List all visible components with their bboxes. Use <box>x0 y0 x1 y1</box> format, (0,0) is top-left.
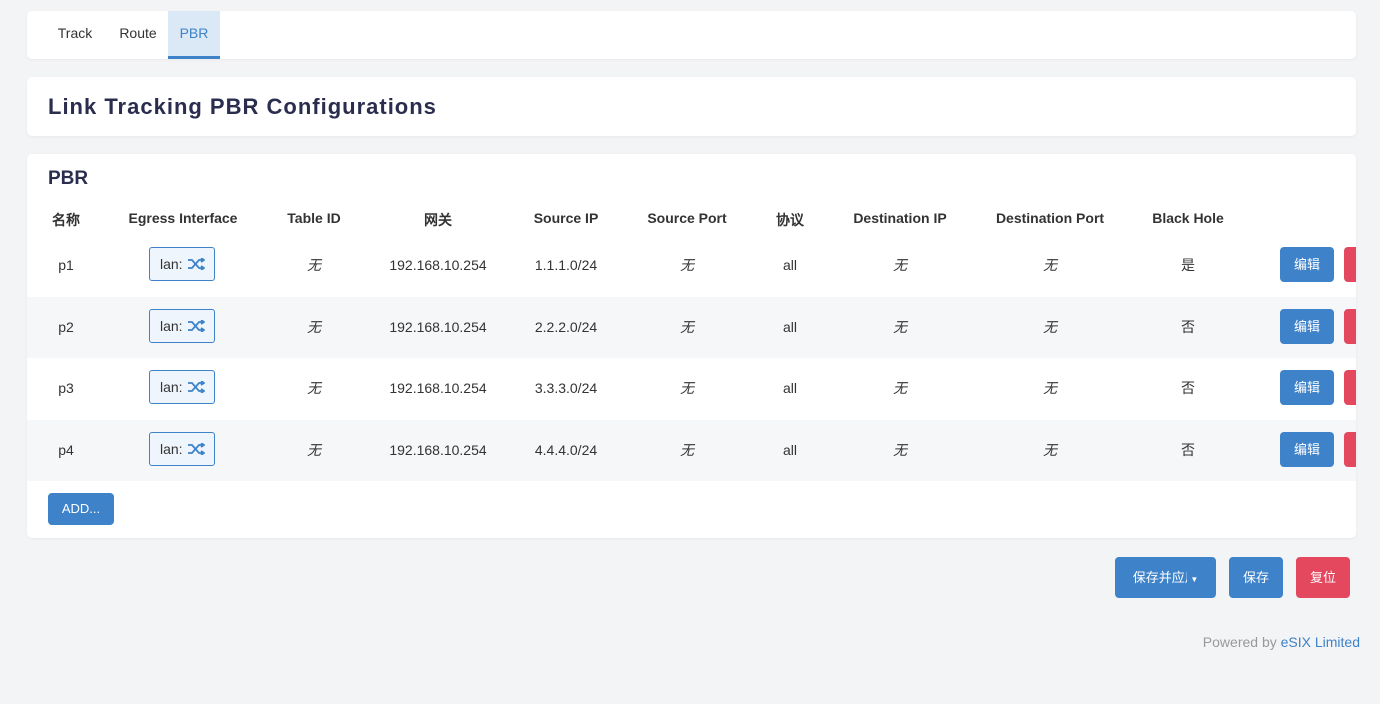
table-cell: 无 <box>893 380 907 396</box>
table-cell: 无 <box>307 257 321 273</box>
table-cell: 无 <box>1043 318 1057 335</box>
pbr-card: PBR ADD... 名称 Egress Interface Table ID 网关 S… <box>27 154 1356 538</box>
table-cell: 无 <box>893 257 907 273</box>
interface-label: lan: <box>160 379 183 395</box>
table-cell: p4 <box>58 441 74 458</box>
footer: Powered by eSIX Limited <box>1203 634 1360 650</box>
shuffle-icon <box>187 318 206 333</box>
shuffle-icon <box>187 257 206 271</box>
tab[interactable]: PBR <box>168 11 220 59</box>
table-cell: 无 <box>307 318 321 335</box>
edit-button[interactable]: 编辑 <box>1280 431 1334 467</box>
table-cell: 否 <box>1181 318 1195 335</box>
table-cell: 无 <box>680 318 694 335</box>
table-cell: 192.168.10.254 <box>389 380 487 396</box>
column-header: Destination Port <box>995 210 1105 226</box>
table-cell: 无 <box>680 441 694 458</box>
table-cell: 无 <box>680 380 694 396</box>
table-cell: 无 <box>1043 441 1057 458</box>
interface-badge: lan: <box>149 247 215 281</box>
table-cell: all <box>782 257 798 273</box>
table-cell: 是 <box>1181 257 1195 273</box>
column-header: Destination IP <box>853 210 947 226</box>
table-cell: p3 <box>58 380 74 396</box>
interface-badge: lan: <box>149 370 215 404</box>
table-cell: 否 <box>1181 441 1195 458</box>
table-cell: 192.168.10.254 <box>389 318 487 335</box>
column-header: Table ID <box>287 210 341 226</box>
table-row: p2 lan: 无 192.168.10.254 2.2.2.0/24 无 all 无 无 否 编辑 <box>27 296 1356 358</box>
column-header: 网关 <box>424 212 452 228</box>
table-cell: p1 <box>58 257 74 273</box>
table-cell: 否 <box>1181 380 1195 396</box>
dropdown-caret: ▼ <box>1190 575 1199 584</box>
table-cell: 192.168.10.254 <box>389 257 487 273</box>
table-cell: 无 <box>307 441 321 458</box>
table-cell: all <box>782 380 798 396</box>
table-cell: p2 <box>58 318 74 335</box>
edit-button[interactable]: 编辑 <box>1280 247 1334 282</box>
interface-badge: lan: <box>149 308 215 343</box>
table-cell: all <box>782 441 798 458</box>
delete-button[interactable] <box>1344 431 1356 467</box>
footer-prefix: Powered by <box>1202 634 1277 650</box>
delete-button[interactable] <box>1344 308 1356 344</box>
column-header: 协议 <box>776 212 804 228</box>
column-header: Source Port <box>647 210 727 226</box>
interface-label: lan: <box>160 440 183 457</box>
title-card: Link Tracking PBR Configurations <box>27 77 1356 136</box>
table-cell: 4.4.4.0/24 <box>534 441 598 458</box>
interface-label: lan: <box>160 317 183 334</box>
edit-button[interactable]: 编辑 <box>1280 308 1334 344</box>
column-header: Black Hole <box>1152 210 1224 226</box>
table-row: p3 lan: 无 192.168.10.254 3.3.3.0/24 无 all 无 无 否 编辑 <box>27 358 1356 420</box>
save-apply-button[interactable]: 保存并应用 ▼ <box>1115 557 1216 598</box>
table-cell: 无 <box>680 257 694 273</box>
table-cell: 无 <box>307 380 321 396</box>
save-button[interactable]: 保存 <box>1229 557 1283 598</box>
tab[interactable]: Track <box>57 25 93 41</box>
table-cell: 3.3.3.0/24 <box>534 380 598 396</box>
delete-button[interactable] <box>1344 247 1356 282</box>
column-header: 名称 <box>52 212 80 228</box>
shuffle-icon <box>187 441 206 456</box>
table-cell: 1.1.1.0/24 <box>534 257 598 273</box>
table-cell: 无 <box>1043 257 1057 273</box>
tab[interactable]: Route <box>119 25 157 41</box>
interface-badge: lan: <box>149 431 215 466</box>
table-row: p4 lan: 无 192.168.10.254 4.4.4.0/24 无 all 无 无 否 编辑 <box>27 419 1356 481</box>
save-apply-label: 保存并应用 <box>1132 570 1187 585</box>
edit-button[interactable]: 编辑 <box>1280 370 1334 405</box>
add-button[interactable]: ADD... <box>48 493 114 525</box>
delete-button[interactable] <box>1344 370 1356 405</box>
table-cell: all <box>782 318 798 335</box>
table-cell: 192.168.10.254 <box>389 441 487 458</box>
column-header: Source IP <box>533 210 599 226</box>
interface-label: lan: <box>160 256 183 272</box>
table-row: p1 lan: 无 192.168.10.254 1.1.1.0/24 无 all 无 无 是 编辑 <box>27 235 1356 297</box>
column-header: Egress Interface <box>128 210 238 226</box>
table-cell: 无 <box>1043 380 1057 396</box>
page-title: Link Tracking PBR Configurations <box>48 94 437 119</box>
section-title: PBR <box>48 168 89 189</box>
footer-link[interactable]: eSIX Limited <box>1280 634 1360 650</box>
shuffle-icon <box>187 380 206 394</box>
table-cell: 无 <box>893 441 907 458</box>
tab-bar: Track Route PBR <box>27 11 1356 59</box>
table-cell: 无 <box>893 318 907 335</box>
reset-button[interactable]: 复位 <box>1296 557 1350 598</box>
table-cell: 2.2.2.0/24 <box>534 318 598 335</box>
